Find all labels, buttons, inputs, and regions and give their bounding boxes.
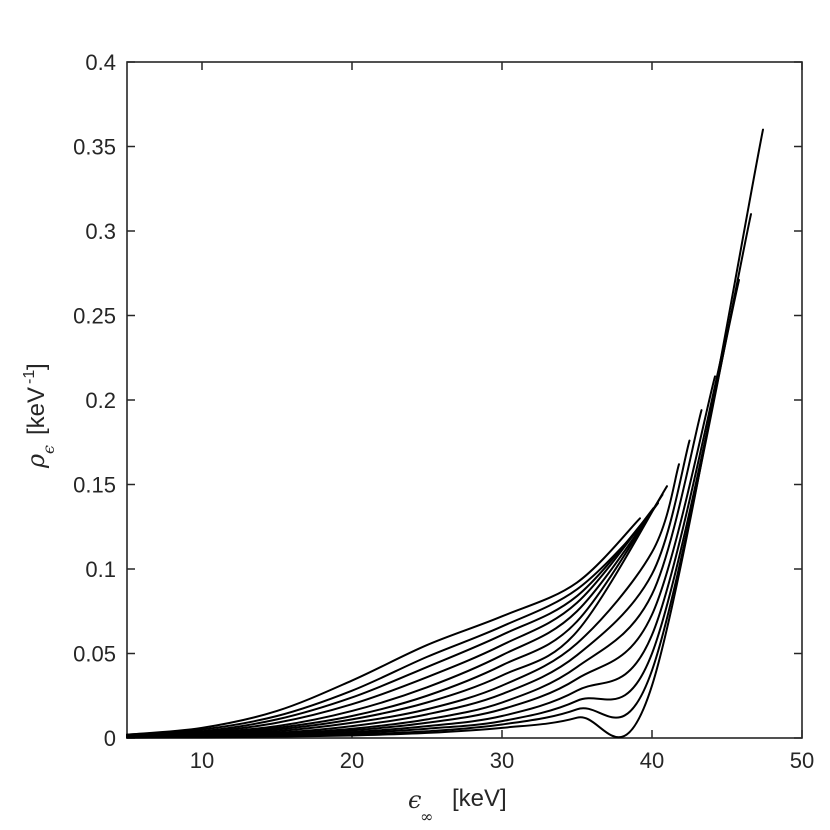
y-tick-label: 0.2 [85,388,116,413]
y-axis-unit: [keV [23,387,50,435]
y-tick-label: 0.25 [73,304,116,329]
x-tick-label: 20 [340,748,364,773]
y-tick-label: 0.4 [85,50,116,75]
series-lines [126,128,764,739]
x-tick-label: 40 [640,748,664,773]
y-axis-unit-close: ] [23,363,50,370]
series-line-2 [126,522,646,736]
y-tick-label: 0 [104,726,116,751]
y-axis-title: ρ ϵ [keV -1 ] [21,363,58,469]
y-axis-subscript: ϵ [39,445,58,454]
series-line-15 [126,128,764,739]
y-tick-label: 0.3 [85,219,116,244]
axis-ticks: 10 20 30 40 50 0 0.05 0.1 0.15 0.2 0.25 0.3 0.35 0.4 [73,50,814,773]
x-tick-label: 10 [190,748,214,773]
x-tick-label: 30 [490,748,514,773]
x-axis-subscript: ∞ [420,807,433,826]
y-tick-label: 0.15 [73,473,116,498]
y-tick-label: 0.1 [85,557,116,582]
series-line-1 [126,517,641,736]
plot-area [126,61,803,739]
y-axis-unit-superscript: -1 [21,370,38,384]
x-tick-label: 50 [790,748,814,773]
series-line-4 [126,507,655,737]
y-tick-label: 0.35 [73,135,116,160]
y-axis-symbol: ρ [22,454,50,469]
x-axis-unit: [keV] [452,785,507,812]
y-tick-label: 0.05 [73,642,116,667]
series-line-3 [126,513,650,737]
x-axis-symbol: ϵ [408,786,421,814]
x-axis-title: ϵ ∞ [keV] [408,785,507,826]
